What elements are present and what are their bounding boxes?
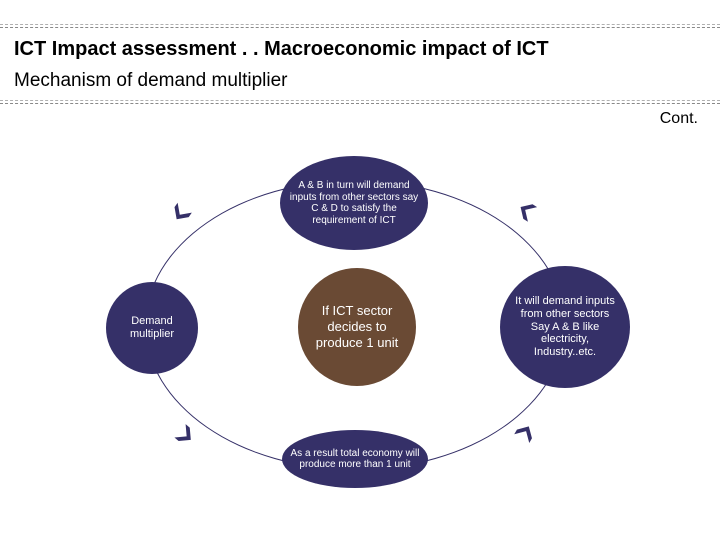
page-subtitle: Mechanism of demand multiplier [14,70,706,92]
node-right-text: It will demand inputs from other sectors… [510,295,620,358]
node-top: A & B in turn will demand inputs from ot… [280,156,428,250]
rule-mid-dark [0,103,720,104]
node-bottom-text: As a result total economy will produce m… [288,448,422,471]
chevron-bottom-left-icon [167,417,204,454]
cycle-diagram: If ICT sector decides to produce 1 unit … [60,150,660,520]
chevron-top-right-icon [509,193,545,229]
title-block: ICT Impact assessment . . Macroeconomic … [14,36,706,92]
cont-label: Cont. [660,110,698,128]
center-node: If ICT sector decides to produce 1 unit [298,268,416,386]
node-right: It will demand inputs from other sectors… [500,266,630,388]
chevron-top-left-icon [163,195,199,231]
rule-mid-light [0,100,720,101]
rule-top-light [0,24,720,25]
node-bottom: As a result total economy will produce m… [282,430,428,488]
node-top-text: A & B in turn will demand inputs from ot… [288,180,420,226]
rule-top-dark [0,27,720,28]
page-title: ICT Impact assessment . . Macroeconomic … [14,36,706,62]
node-left: Demand multiplier [106,282,198,374]
center-node-text: If ICT sector decides to produce 1 unit [308,303,406,352]
node-left-text: Demand multiplier [114,315,190,340]
